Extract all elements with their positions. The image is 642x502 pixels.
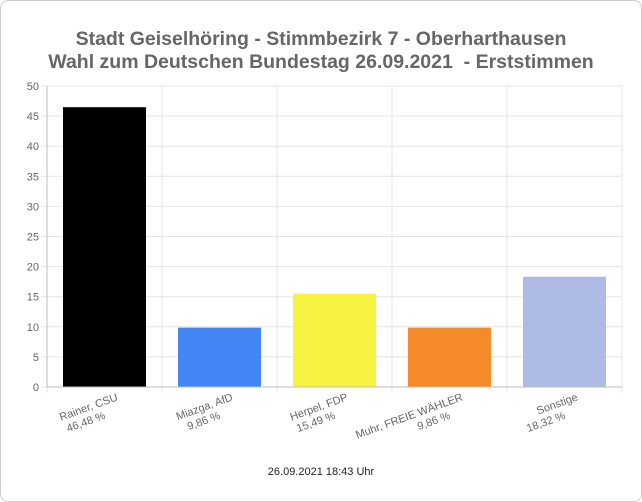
x-tick-label: Miazga, AfD9,86 % (175, 392, 239, 436)
y-tick-label: 0 (33, 382, 39, 394)
x-tick-label: Sonstige18,32 % (521, 392, 584, 435)
x-tick-label: Muhr, FREIE WÄHLER9,86 % (354, 392, 469, 454)
y-tick-label: 20 (27, 262, 39, 274)
bars (63, 107, 606, 387)
chart-title: Stadt Geiselhöring - Stimmbezirk 7 - Obe… (75, 28, 567, 50)
timestamp-footer: 26.09.2021 18:43 Uhr (267, 466, 375, 478)
y-tick-label: 35 (27, 171, 39, 183)
y-tick-label: 5 (33, 352, 39, 364)
bar (408, 327, 491, 387)
x-tick-label: Rainer, CSU46,48 % (58, 392, 124, 436)
bar (293, 293, 376, 387)
bar (178, 327, 261, 387)
bar-chart: 0 5 10 15 20 25 30 35 40 45 50 Rainer, CSU46,48 % M… (27, 81, 623, 454)
y-tick-label: 10 (27, 322, 39, 334)
axes: 0 5 10 15 20 25 30 35 40 45 50 (27, 81, 622, 394)
bar (523, 276, 606, 387)
chart-subtitle: Wahl zum Deutschen Bundestag 26.09.2021 … (48, 51, 594, 73)
y-tick-label: 15 (27, 292, 39, 304)
bar (63, 107, 146, 387)
y-tick-label: 30 (27, 201, 39, 213)
x-tick-label: Herpel, FDP15,49 % (289, 392, 354, 436)
category-labels: Rainer, CSU46,48 % Miazga, AfD9,86 % Herpe… (58, 392, 584, 454)
y-tick-label: 25 (27, 232, 39, 244)
y-tick-label: 40 (27, 141, 39, 153)
y-tick-label: 45 (27, 111, 39, 123)
y-tick-label: 50 (27, 81, 39, 93)
